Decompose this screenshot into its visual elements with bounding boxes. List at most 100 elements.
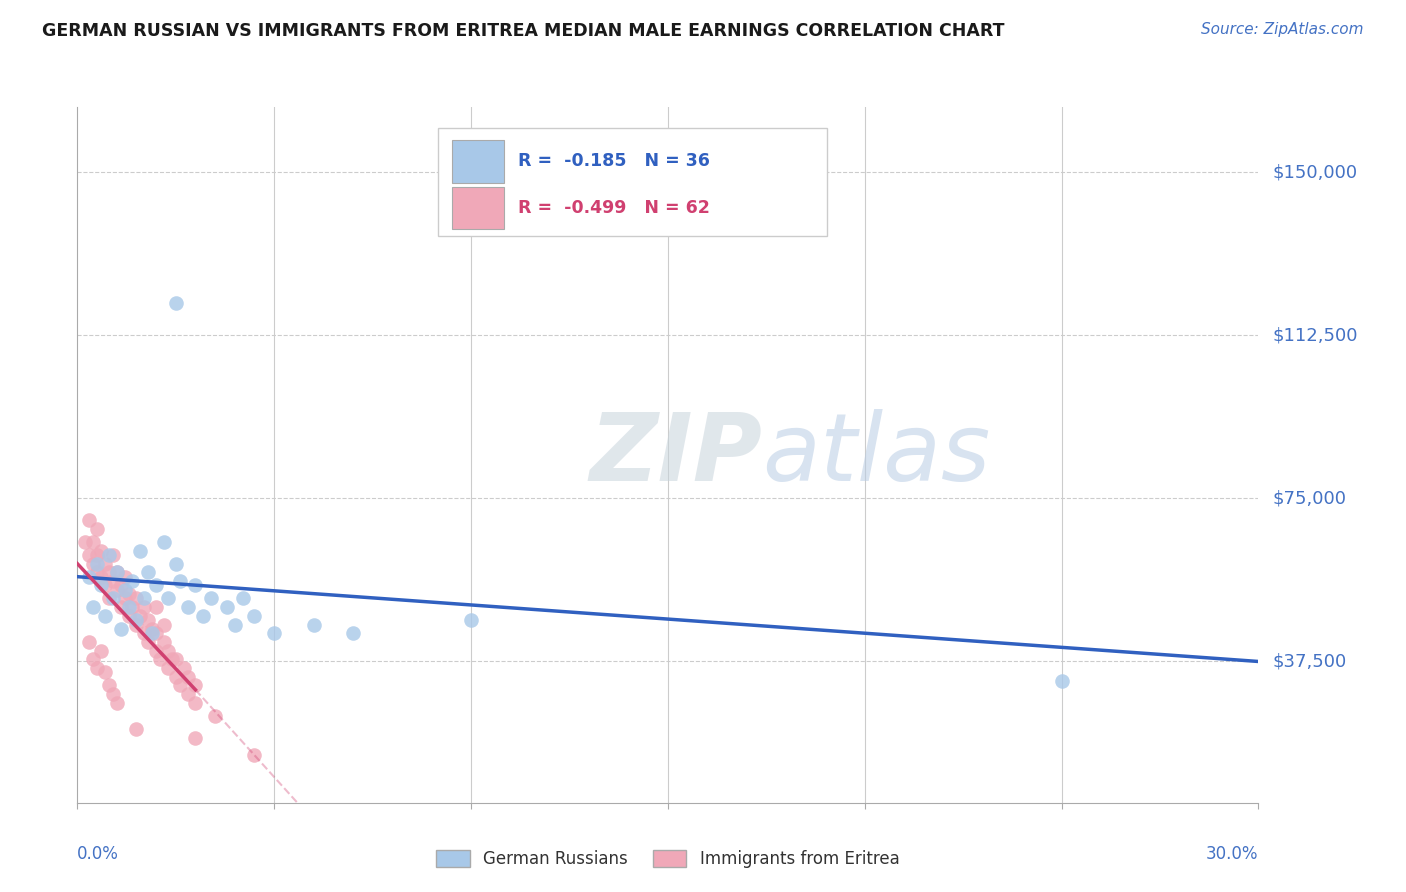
Point [94,608,117,623]
Point [75,534,97,549]
Point [97,678,120,692]
Point [176,670,198,684]
Point [82,534,104,549]
Point [90,643,112,657]
Point [176,687,198,701]
Point [105,566,128,580]
Point [101,548,124,562]
Point [114,591,136,606]
Point [193,608,215,623]
Point [200,591,222,606]
Point [94,557,117,571]
Point [141,626,163,640]
Point [129,543,152,558]
Text: atlas: atlas [762,409,991,500]
Point [117,587,139,601]
Point [243,608,266,623]
Point [204,708,226,723]
Point [86,522,108,536]
Point [101,591,124,606]
Point [129,608,152,623]
Point [117,600,139,615]
FancyBboxPatch shape [451,186,503,229]
Text: ZIP: ZIP [589,409,762,501]
Text: $75,000: $75,000 [1272,490,1347,508]
Point [232,591,254,606]
Point [110,600,132,615]
Point [125,591,148,606]
Point [134,591,156,606]
Point [110,622,132,636]
Point [165,295,187,310]
FancyBboxPatch shape [451,140,503,183]
Point [160,652,183,666]
Point [165,670,187,684]
Point [136,566,159,580]
Point [156,643,179,657]
Point [224,617,246,632]
Point [125,722,148,736]
Point [136,635,159,649]
Point [90,543,112,558]
Text: $150,000: $150,000 [1272,163,1357,181]
Point [82,652,104,666]
Point [101,687,124,701]
Point [105,696,128,710]
Point [82,557,104,571]
Point [145,626,167,640]
Point [77,513,100,527]
Text: R =  -0.499   N = 62: R = -0.499 N = 62 [517,199,710,217]
Point [169,678,191,692]
Point [134,626,156,640]
Point [86,557,108,571]
Point [141,622,163,636]
Point [105,582,128,597]
Point [86,661,108,675]
FancyBboxPatch shape [437,128,827,235]
Point [82,600,104,615]
Point [77,548,100,562]
Text: $37,500: $37,500 [1272,652,1347,671]
Point [117,608,139,623]
Point [173,661,195,675]
Point [105,566,128,580]
Point [77,635,100,649]
Text: 0.0%: 0.0% [77,845,120,863]
Point [90,578,112,592]
Point [145,578,167,592]
Point [302,617,325,632]
Point [165,557,187,571]
Point [176,600,198,615]
Point [145,643,167,657]
Point [460,613,482,627]
Point [125,613,148,627]
Text: $112,500: $112,500 [1272,326,1358,344]
Point [114,570,136,584]
Point [110,578,132,592]
Point [101,574,124,588]
Point [145,600,167,615]
Point [97,566,120,580]
Point [121,574,143,588]
Point [165,652,187,666]
Point [184,578,207,592]
Legend: German Russians, Immigrants from Eritrea: German Russians, Immigrants from Eritrea [430,843,905,874]
Point [342,626,364,640]
Point [149,652,172,666]
Point [243,747,266,762]
Point [97,548,120,562]
Point [184,696,207,710]
Text: GERMAN RUSSIAN VS IMMIGRANTS FROM ERITREA MEDIAN MALE EARNINGS CORRELATION CHART: GERMAN RUSSIAN VS IMMIGRANTS FROM ERITRE… [42,22,1005,40]
Text: Source: ZipAtlas.com: Source: ZipAtlas.com [1201,22,1364,37]
Point [125,617,148,632]
Point [263,626,285,640]
Point [184,678,207,692]
Point [169,574,191,588]
Point [86,566,108,580]
Point [94,578,117,592]
Point [77,570,100,584]
Point [121,600,143,615]
Text: 30.0%: 30.0% [1206,845,1258,863]
Point [153,617,176,632]
Point [94,665,117,680]
